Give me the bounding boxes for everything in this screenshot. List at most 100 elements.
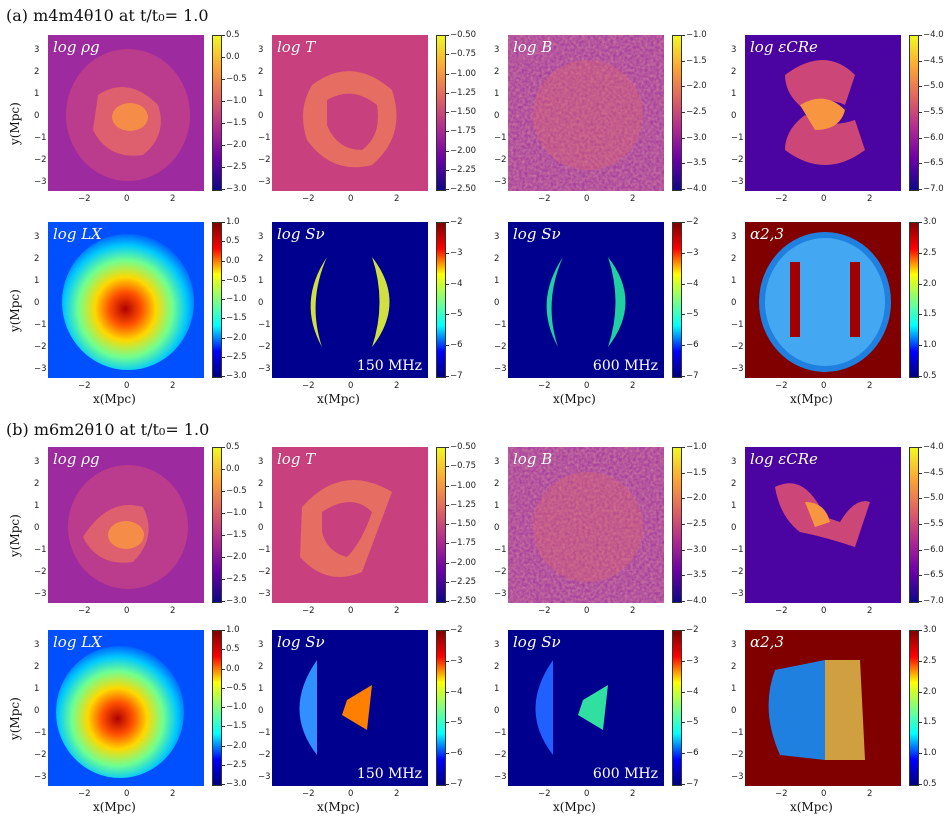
colorbar-tick: −2.00 (445, 145, 477, 156)
x-tick-label: 0 (348, 381, 354, 391)
colorbar-tick: −1.25 (445, 499, 477, 510)
colorbar-rho (212, 35, 222, 191)
y-tick-label: 1 (258, 501, 264, 511)
colorbar-tick: −2.25 (445, 164, 477, 175)
y-tick-label: 3 (731, 640, 737, 650)
colorbar-tick: −1.5 (682, 467, 707, 478)
y-tick-label: 1 (731, 89, 737, 99)
panel-T-a: log T (272, 35, 428, 191)
y-tick-label: 3 (34, 640, 40, 650)
colorbar-tick: −7 (682, 371, 699, 381)
panel-S1-b: log Sν 150 MHz (272, 630, 428, 786)
x-tick-label: 0 (584, 606, 590, 616)
colorbar-tick: 0.5 (919, 779, 937, 789)
y-tick-label: 2 (258, 479, 264, 489)
x-axis-label: x(Mpc) (317, 800, 360, 814)
colorbar-tick: −7 (682, 779, 699, 789)
y-tick-label: −1 (731, 320, 744, 330)
x-tick-label: −2 (775, 194, 788, 204)
colorbar-tick: −4.0 (919, 442, 944, 452)
x-tick-label: 2 (867, 381, 873, 391)
x-tick-label: 2 (394, 606, 400, 616)
colorbar-tick: 3.0 (919, 625, 937, 635)
y-tick-label: −2 (258, 155, 271, 165)
y-tick-label: 1 (34, 684, 40, 694)
y-tick-label: −3 (731, 177, 744, 187)
frequency-label: 150 MHz (356, 766, 422, 782)
y-tick-label: 1 (258, 276, 264, 286)
y-tick-label: −2 (258, 567, 271, 577)
y-tick-label: 3 (494, 45, 500, 55)
y-tick-label: 1 (494, 684, 500, 694)
x-tick-label: −2 (538, 789, 551, 799)
x-tick-label: 0 (821, 381, 827, 391)
colorbar-tick: −2.0 (682, 493, 707, 504)
y-tick-label: 3 (494, 232, 500, 242)
colorbar-tick: 0.0 (222, 464, 240, 474)
y-tick-label: 1 (34, 276, 40, 286)
panel-label-S2: log Sν (513, 633, 561, 651)
y-tick-label: 2 (494, 479, 500, 489)
colorbar-tick: −5.5 (919, 519, 944, 529)
panel-B-b: log B (508, 447, 664, 603)
y-tick-label: −2 (494, 342, 507, 352)
colorbar-tick: −1.0 (222, 702, 247, 712)
y-tick-label: −2 (34, 155, 47, 165)
y-tick-label: −1 (258, 133, 271, 143)
y-tick-label: −3 (494, 772, 507, 782)
colorbar-rho (212, 447, 222, 603)
colorbar-tick: −1.00 (445, 68, 477, 79)
y-tick-label: 2 (731, 254, 737, 264)
colorbar-cre (909, 35, 919, 191)
x-tick-label: 0 (124, 381, 130, 391)
y-tick-label: −2 (731, 342, 744, 352)
y-tick-label: 3 (258, 640, 264, 650)
x-tick-label: −2 (775, 381, 788, 391)
panel-Lx-b: log LX (48, 630, 204, 786)
y-tick-label: 1 (494, 89, 500, 99)
x-axis-label: x(Mpc) (93, 392, 136, 406)
frequency-label: 600 MHz (592, 766, 658, 782)
y-tick-label: −2 (258, 342, 271, 352)
y-tick-label: 0 (494, 523, 500, 533)
x-axis-label: x(Mpc) (317, 392, 360, 406)
x-tick-label: 2 (630, 194, 636, 204)
colorbar-tick: −1.0 (682, 30, 707, 40)
colorbar-tick: −1.50 (445, 519, 477, 529)
x-axis-label: x(Mpc) (553, 392, 596, 406)
colorbar-tick: −1.75 (445, 126, 477, 137)
colorbar-tick: 1.0 (919, 340, 937, 351)
panel-cre-b: log εCRe (745, 447, 901, 603)
y-tick-label: −3 (731, 772, 744, 782)
y-tick-label: −1 (258, 545, 271, 555)
colorbar-tick: −0.75 (445, 49, 477, 60)
colorbar-tick: −5 (682, 309, 699, 320)
colorbar-tick: −6.5 (919, 570, 944, 581)
colorbar-tick: −3.0 (222, 371, 247, 381)
y-tick-label: 2 (731, 662, 737, 672)
colorbar-tick: −7 (446, 779, 463, 789)
x-tick-label: 0 (348, 606, 354, 616)
y-tick-label: −2 (34, 342, 47, 352)
y-tick-label: −3 (731, 589, 744, 599)
y-tick-label: 2 (34, 479, 40, 489)
colorbar-tick: −6 (446, 748, 463, 759)
x-tick-label: −2 (302, 194, 315, 204)
colorbar-B (672, 447, 682, 603)
y-tick-label: 2 (494, 254, 500, 264)
y-tick-label: 0 (258, 298, 264, 308)
colorbar-tick: −2 (682, 217, 699, 227)
colorbar-S (436, 222, 446, 378)
colorbar-tick: 0.0 (222, 663, 240, 674)
y-tick-label: −1 (731, 545, 744, 555)
y-tick-label: −2 (731, 155, 744, 165)
y-tick-label: 0 (258, 111, 264, 121)
y-tick-label: 1 (494, 501, 500, 511)
y-tick-label: 1 (731, 684, 737, 694)
colorbar-tick: −1.00 (445, 480, 477, 491)
colorbar-tick: −2.5 (682, 519, 707, 529)
frequency-label: 150 MHz (356, 358, 422, 374)
colorbar-Lx (212, 222, 222, 378)
y-tick-label: 1 (258, 684, 264, 694)
y-tick-label: −3 (34, 364, 47, 374)
